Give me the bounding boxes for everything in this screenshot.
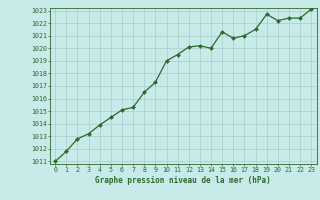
X-axis label: Graphe pression niveau de la mer (hPa): Graphe pression niveau de la mer (hPa) — [95, 176, 271, 185]
